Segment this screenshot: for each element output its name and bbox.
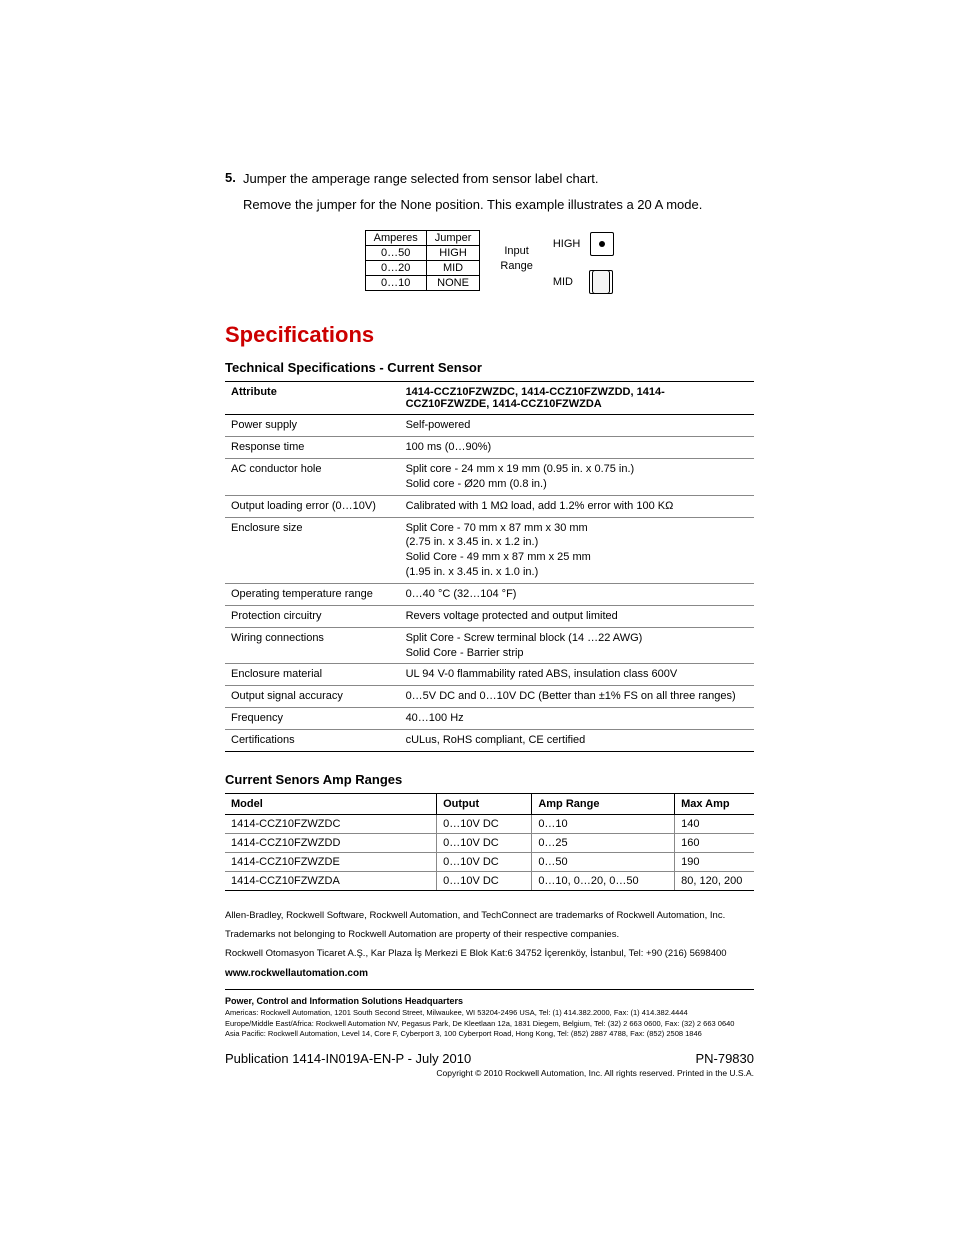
spec-attr: AC conductor hole [225, 459, 400, 496]
jumper-header-amperes: Amperes [365, 231, 426, 246]
amp-cell: 0…10V DC [437, 871, 532, 890]
part-number: PN-79830 [695, 1051, 754, 1066]
amp-header-output: Output [437, 793, 532, 814]
step-row: 5. Jumper the amperage range selected fr… [225, 170, 754, 188]
amp-header-range: Amp Range [532, 793, 675, 814]
publication-id: Publication 1414-IN019A-EN-P - July 2010 [225, 1051, 471, 1066]
trademark-note-1: Allen-Bradley, Rockwell Software, Rockwe… [225, 909, 754, 923]
spec-attr: Wiring connections [225, 627, 400, 664]
amp-cell: 0…50 [532, 852, 675, 871]
pin-box-high [590, 232, 614, 256]
input-label-line2: Range [500, 259, 532, 273]
spec-val: 100 ms (0…90%) [400, 437, 754, 459]
mid-label: MID [553, 276, 579, 288]
amp-ranges-heading: Current Senors Amp Ranges [225, 772, 754, 787]
jumper-mid-row: MID [553, 270, 615, 294]
jumper-high-row: HIGH [553, 232, 615, 256]
turkey-address: Rockwell Otomasyon Ticaret A.Ş., Kar Pla… [225, 947, 754, 961]
footnotes: Allen-Bradley, Rockwell Software, Rockwe… [225, 909, 754, 982]
hq-apac: Asia Pacific: Rockwell Automation, Level… [225, 1029, 754, 1039]
spec-val: UL 94 V-0 flammability rated ABS, insula… [400, 664, 754, 686]
amp-cell: 1414-CCZ10FZWZDC [225, 814, 437, 833]
spec-val: 0…5V DC and 0…10V DC (Better than ±1% FS… [400, 686, 754, 708]
amp-cell: 0…10V DC [437, 852, 532, 871]
amp-cell: 0…10, 0…20, 0…50 [532, 871, 675, 890]
tech-spec-heading: Technical Specifications - Current Senso… [225, 360, 754, 375]
step-subtext: Remove the jumper for the None position.… [243, 196, 754, 214]
spec-val: Revers voltage protected and output limi… [400, 605, 754, 627]
amp-cell: 0…10 [532, 814, 675, 833]
spec-attr: Output loading error (0…10V) [225, 495, 400, 517]
jumper-visual: HIGH MID [553, 230, 615, 294]
step-number: 5. [225, 170, 243, 188]
document-page: 5. Jumper the amperage range selected fr… [0, 0, 954, 1235]
spec-val: Split core - 24 mm x 19 mm (0.95 in. x 0… [400, 459, 754, 496]
spec-attr: Certifications [225, 729, 400, 751]
amp-cell: 1414-CCZ10FZWZDD [225, 833, 437, 852]
amp-cell: 160 [675, 833, 754, 852]
hq-lines: Americas: Rockwell Automation, 1201 Sout… [225, 1008, 754, 1038]
jumper-diagram: Amperes Jumper 0…50 HIGH 0…20 MID 0…10 N… [225, 230, 754, 294]
amp-header-model: Model [225, 793, 437, 814]
trademark-note-2: Trademarks not belonging to Rockwell Aut… [225, 928, 754, 942]
amp-header-max: Max Amp [675, 793, 754, 814]
spec-attr: Power supply [225, 415, 400, 437]
hq-emea: Europe/Middle East/Africa: Rockwell Auto… [225, 1019, 754, 1029]
spec-header-attr: Attribute [225, 382, 400, 415]
jumper-cell: 0…10 [365, 276, 426, 291]
jumper-table: Amperes Jumper 0…50 HIGH 0…20 MID 0…10 N… [365, 230, 481, 291]
jumper-cell: 0…20 [365, 261, 426, 276]
amp-cell: 140 [675, 814, 754, 833]
jumper-cell: NONE [426, 276, 480, 291]
copyright-notice: Copyright © 2010 Rockwell Automation, In… [225, 1068, 754, 1078]
spec-val: cULus, RoHS compliant, CE certified [400, 729, 754, 751]
amp-cell: 80, 120, 200 [675, 871, 754, 890]
spec-val: Split Core - Screw terminal block (14 …2… [400, 627, 754, 664]
footer-rule [225, 989, 754, 990]
jumper-cell: HIGH [426, 246, 480, 261]
spec-val: Split Core - 70 mm x 87 mm x 30 mm (2.75… [400, 517, 754, 583]
website-link: www.rockwellautomation.com [225, 966, 754, 981]
hq-heading: Power, Control and Information Solutions… [225, 996, 754, 1006]
spec-attr: Operating temperature range [225, 583, 400, 605]
amp-cell: 1414-CCZ10FZWZDA [225, 871, 437, 890]
input-range-label: Input Range [500, 230, 532, 273]
hq-americas: Americas: Rockwell Automation, 1201 Sout… [225, 1008, 754, 1018]
amp-cell: 1414-CCZ10FZWZDE [225, 852, 437, 871]
spec-attr: Enclosure material [225, 664, 400, 686]
tech-spec-table: Attribute 1414-CCZ10FZWZDC, 1414-CCZ10FZ… [225, 381, 754, 751]
amp-ranges-table: Model Output Amp Range Max Amp 1414-CCZ1… [225, 793, 754, 891]
jumper-cell: 0…50 [365, 246, 426, 261]
spec-attr: Enclosure size [225, 517, 400, 583]
amp-cell: 0…10V DC [437, 814, 532, 833]
amp-cell: 0…25 [532, 833, 675, 852]
spec-val: 40…100 Hz [400, 708, 754, 730]
amp-cell: 0…10V DC [437, 833, 532, 852]
jumper-cell: MID [426, 261, 480, 276]
input-label-line1: Input [500, 244, 532, 258]
spec-val: Calibrated with 1 MΩ load, add 1.2% erro… [400, 495, 754, 517]
publication-row: Publication 1414-IN019A-EN-P - July 2010… [225, 1051, 754, 1066]
spec-val: Self-powered [400, 415, 754, 437]
step-text: Jumper the amperage range selected from … [243, 170, 599, 188]
spec-attr: Output signal accuracy [225, 686, 400, 708]
spec-attr: Frequency [225, 708, 400, 730]
amp-cell: 190 [675, 852, 754, 871]
jumper-header-jumper: Jumper [426, 231, 480, 246]
high-label: HIGH [553, 238, 581, 250]
spec-header-val: 1414-CCZ10FZWZDC, 1414-CCZ10FZWZDD, 1414… [400, 382, 754, 415]
jumper-block-icon [592, 270, 610, 294]
spec-val: 0…40 °C (32…104 °F) [400, 583, 754, 605]
spec-attr: Protection circuitry [225, 605, 400, 627]
specifications-heading: Specifications [225, 322, 754, 348]
pin-box-mid [589, 270, 613, 294]
spec-attr: Response time [225, 437, 400, 459]
pin-dot-icon [599, 241, 605, 247]
